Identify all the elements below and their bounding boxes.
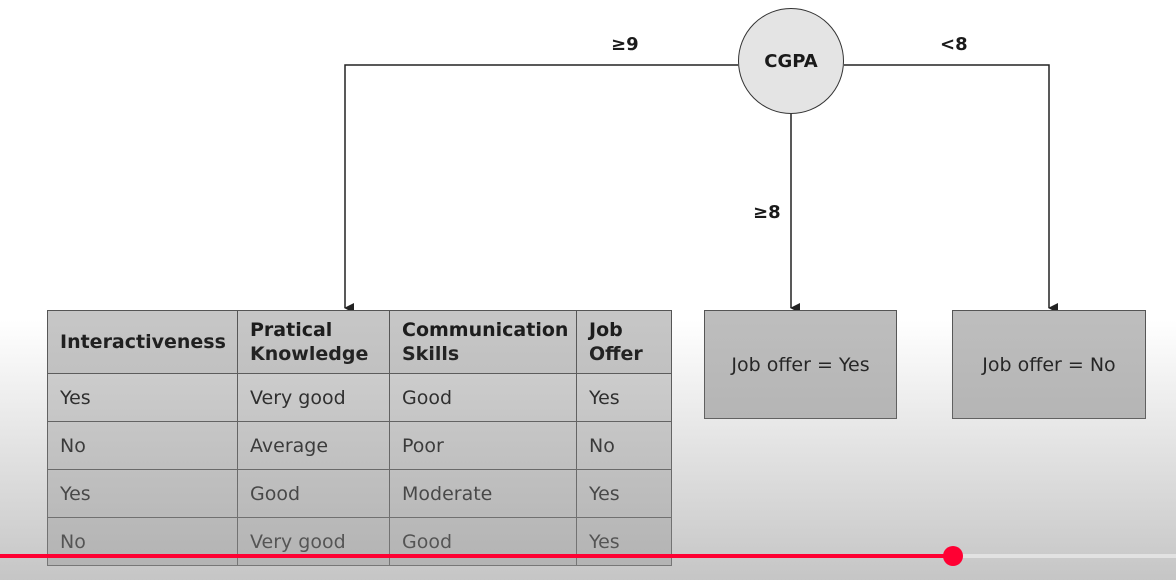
edge-line-right — [844, 64, 1058, 313]
edge-label-ge9: ≥9 — [611, 34, 639, 55]
root-node-cgpa: CGPA — [738, 8, 844, 114]
table-cell: Yes — [576, 469, 672, 518]
table-row: No Very good Good Yes — [47, 517, 672, 566]
table-cell: Very good — [237, 517, 390, 566]
table-cell: Yes — [576, 373, 672, 422]
table-cell: No — [576, 421, 672, 470]
training-data-table: Interactiveness Pratical Knowledge Commu… — [47, 310, 672, 566]
edge-label-lt8: <8 — [940, 34, 968, 55]
leaf-no-label: Job offer = No — [982, 353, 1116, 376]
table-cell: Good — [237, 469, 390, 518]
table-cell: Good — [389, 373, 577, 422]
header-pratical-knowledge: Pratical Knowledge — [237, 310, 390, 374]
table-row: No Average Poor No — [47, 421, 672, 470]
leaf-job-offer-yes: Job offer = Yes — [704, 310, 897, 419]
video-progress-bar[interactable] — [0, 546, 1176, 566]
table-cell: Yes — [47, 373, 238, 422]
header-interactiveness: Interactiveness — [47, 310, 238, 374]
table-row: Yes Very good Good Yes — [47, 373, 672, 422]
root-node-label: CGPA — [764, 50, 818, 72]
video-scrubber-handle[interactable] — [942, 546, 963, 566]
header-job-offer: Job Offer — [576, 310, 672, 374]
table-cell: Yes — [47, 469, 238, 518]
table-cell: Very good — [237, 373, 390, 422]
table-cell: Yes — [576, 517, 672, 566]
table-cell: Moderate — [389, 469, 577, 518]
edge-label-ge8: ≥8 — [753, 202, 781, 223]
video-progress-played — [0, 554, 953, 558]
table-row: Yes Good Moderate Yes — [47, 469, 672, 518]
table-cell: Good — [389, 517, 577, 566]
table-cell: No — [47, 421, 238, 470]
table-cell: Average — [237, 421, 390, 470]
leaf-job-offer-no: Job offer = No — [952, 310, 1146, 419]
header-communication-skills: Communication Skills — [389, 310, 577, 374]
table-cell: Poor — [389, 421, 577, 470]
edge-line-left — [344, 64, 738, 313]
table-header-row: Interactiveness Pratical Knowledge Commu… — [47, 310, 672, 374]
table-cell: No — [47, 517, 238, 566]
leaf-yes-label: Job offer = Yes — [731, 353, 870, 376]
